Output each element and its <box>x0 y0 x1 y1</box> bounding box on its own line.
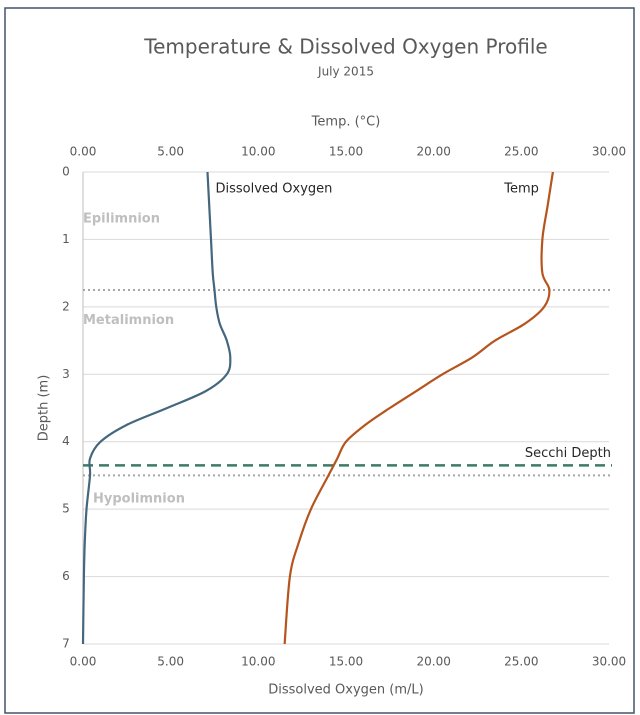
y-tick-label: 1 <box>62 232 70 246</box>
x2-tick-label: 30.00 <box>592 145 626 159</box>
chart-title: Temperature & Dissolved Oxygen Profile <box>143 35 547 59</box>
y-tick-label: 5 <box>62 502 70 516</box>
x-tick-label: 5.00 <box>157 655 184 669</box>
series-label: Temp <box>503 182 539 197</box>
y-tick-label: 7 <box>62 637 70 651</box>
series-label: Dissolved Oxygen <box>215 182 332 197</box>
zone-label: Metalimnion <box>83 313 174 328</box>
y-tick-label: 6 <box>62 569 70 583</box>
x-tick-label: 20.00 <box>416 655 450 669</box>
x-tick-label: 0.00 <box>70 655 97 669</box>
y-tick-label: 2 <box>62 299 70 313</box>
zone-label: Hypolimnion <box>93 492 185 507</box>
y-tick-label: 0 <box>62 165 70 179</box>
chart-subtitle: July 2015 <box>317 65 374 79</box>
zone-label: Epilimnion <box>83 212 160 227</box>
x-tick-label: 10.00 <box>241 655 275 669</box>
reference-label: Secchi Depth <box>525 446 611 461</box>
x2-tick-label: 5.00 <box>157 145 184 159</box>
x-axis-title: Dissolved Oxygen (m/L) <box>268 683 423 698</box>
x-tick-label: 30.00 <box>592 655 626 669</box>
series-line <box>283 171 554 645</box>
x2-tick-label: 10.00 <box>241 145 275 159</box>
chart-frame <box>4 7 635 714</box>
x-tick-label: 25.00 <box>504 655 538 669</box>
y-tick-label: 4 <box>62 434 70 448</box>
x2-tick-label: 20.00 <box>416 145 450 159</box>
x2-tick-label: 15.00 <box>329 145 363 159</box>
series-line <box>81 171 232 645</box>
x2-tick-label: 25.00 <box>504 145 538 159</box>
y-tick-label: 3 <box>62 367 70 381</box>
x2-axis-title: Temp. (°C) <box>311 115 381 130</box>
x2-tick-label: 0.00 <box>70 145 97 159</box>
x-tick-label: 15.00 <box>329 655 363 669</box>
y-axis-title: Depth (m) <box>37 375 52 442</box>
